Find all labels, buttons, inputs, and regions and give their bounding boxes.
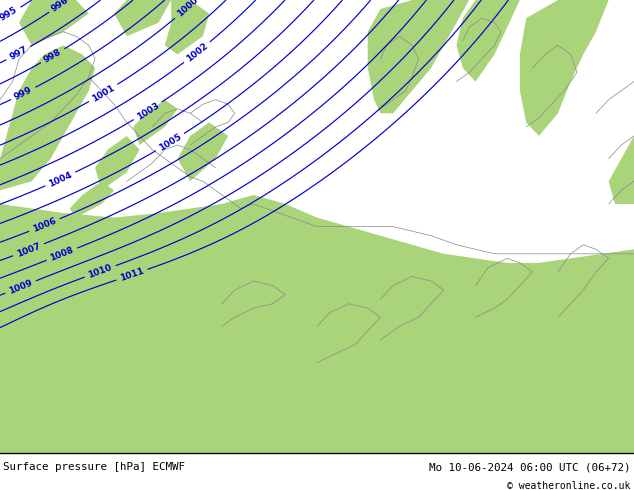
Text: 996: 996 — [50, 0, 71, 14]
Text: 1002: 1002 — [184, 41, 209, 63]
Text: Mo 10-06-2024 06:00 UTC (06+72): Mo 10-06-2024 06:00 UTC (06+72) — [429, 462, 631, 472]
Text: 999: 999 — [13, 85, 34, 102]
Text: 1006: 1006 — [31, 216, 58, 234]
Text: Surface pressure [hPa] ECMWF: Surface pressure [hPa] ECMWF — [3, 462, 185, 472]
Text: 1000: 1000 — [175, 0, 200, 19]
Text: 1003: 1003 — [135, 100, 160, 122]
Text: 1004: 1004 — [47, 170, 74, 188]
Text: 995: 995 — [0, 5, 19, 23]
Text: 1007: 1007 — [15, 241, 42, 258]
Text: 997: 997 — [8, 45, 29, 62]
Text: 1011: 1011 — [119, 267, 145, 283]
Text: 998: 998 — [42, 47, 63, 65]
Text: 1009: 1009 — [8, 278, 34, 296]
Text: 1001: 1001 — [91, 83, 116, 103]
Text: 1010: 1010 — [87, 263, 113, 280]
Text: © weatheronline.co.uk: © weatheronline.co.uk — [507, 481, 631, 490]
Text: 1008: 1008 — [49, 245, 75, 263]
Text: 1005: 1005 — [157, 132, 183, 152]
